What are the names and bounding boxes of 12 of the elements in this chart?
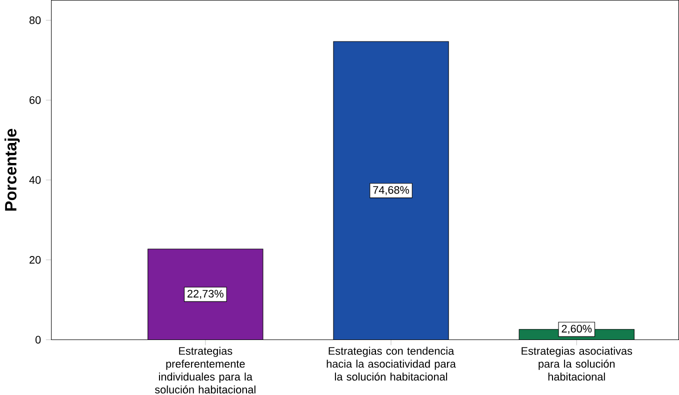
y-tick-label: 60 [30, 96, 41, 104]
x-tick-label: Estrategias preferentemente individuales para la solución habitacional [154, 346, 256, 394]
x-tick-label: Estrategias con tendencia hacia la asociatividad para la solución habitacional [326, 346, 456, 381]
y-tick-label: 20 [30, 256, 41, 264]
y-tick-label: 40 [29, 176, 41, 184]
data-label: 2,60% [562, 324, 592, 334]
y-tick-label: 0 [36, 336, 41, 344]
data-label: 22,73% [188, 290, 224, 299]
data-label: 74,68% [373, 186, 410, 196]
y-axis-title: Porcentaje [4, 128, 20, 211]
y-tick-label: 80 [30, 16, 41, 24]
x-tick-label: Estrategias asociativas para la solución habitacional [522, 346, 632, 381]
